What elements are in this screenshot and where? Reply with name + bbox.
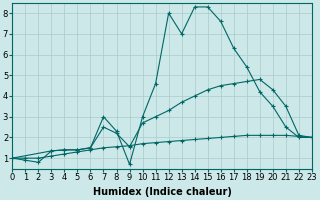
X-axis label: Humidex (Indice chaleur): Humidex (Indice chaleur) [93,187,232,197]
